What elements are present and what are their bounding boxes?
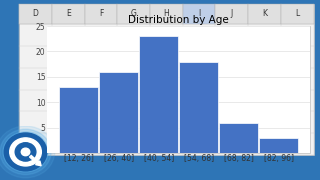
- Text: D: D: [33, 9, 38, 18]
- Title: Distribution by Age: Distribution by Age: [128, 15, 229, 25]
- FancyArrow shape: [29, 156, 41, 166]
- Circle shape: [4, 133, 47, 171]
- FancyBboxPatch shape: [281, 4, 314, 24]
- Text: H: H: [164, 9, 169, 18]
- FancyBboxPatch shape: [117, 4, 150, 24]
- Text: E: E: [66, 9, 71, 18]
- Bar: [219, 123, 258, 153]
- Text: J: J: [231, 9, 233, 18]
- Circle shape: [15, 143, 36, 161]
- Bar: [59, 87, 98, 153]
- FancyBboxPatch shape: [19, 4, 314, 155]
- FancyBboxPatch shape: [52, 4, 84, 24]
- Circle shape: [3, 132, 48, 172]
- Bar: [139, 36, 178, 153]
- FancyBboxPatch shape: [215, 4, 248, 24]
- FancyBboxPatch shape: [248, 4, 281, 24]
- Text: I: I: [198, 9, 200, 18]
- FancyBboxPatch shape: [183, 4, 215, 24]
- Circle shape: [0, 129, 51, 175]
- Text: G: G: [131, 9, 137, 18]
- Bar: [99, 72, 138, 153]
- FancyBboxPatch shape: [84, 4, 117, 24]
- Text: F: F: [99, 9, 103, 18]
- Circle shape: [21, 148, 30, 156]
- FancyBboxPatch shape: [19, 4, 52, 24]
- Text: L: L: [295, 9, 300, 18]
- Bar: [259, 138, 299, 153]
- Circle shape: [10, 138, 41, 166]
- FancyBboxPatch shape: [150, 4, 183, 24]
- Circle shape: [0, 126, 55, 178]
- FancyBboxPatch shape: [47, 26, 310, 153]
- Bar: [179, 62, 218, 153]
- Text: K: K: [262, 9, 267, 18]
